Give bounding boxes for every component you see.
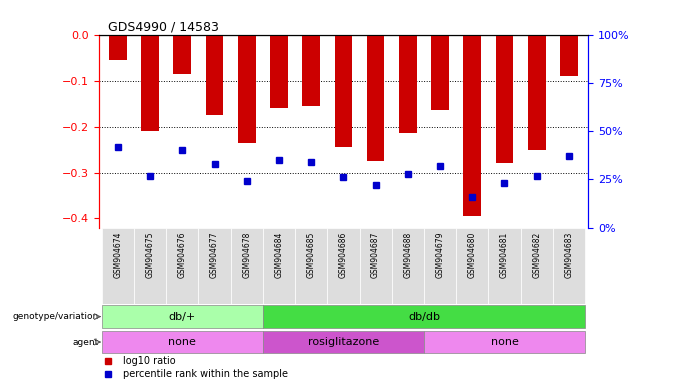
Text: GSM904683: GSM904683 bbox=[564, 232, 573, 278]
Text: GSM904688: GSM904688 bbox=[403, 232, 412, 278]
Text: GSM904681: GSM904681 bbox=[500, 232, 509, 278]
Bar bbox=[238, 35, 256, 142]
FancyBboxPatch shape bbox=[521, 228, 553, 304]
Text: db/+: db/+ bbox=[169, 312, 196, 322]
FancyBboxPatch shape bbox=[102, 331, 263, 354]
Text: GSM904684: GSM904684 bbox=[275, 232, 284, 278]
FancyBboxPatch shape bbox=[488, 228, 521, 304]
FancyBboxPatch shape bbox=[166, 228, 199, 304]
FancyBboxPatch shape bbox=[360, 228, 392, 304]
Bar bbox=[367, 35, 384, 161]
Bar bbox=[173, 35, 191, 74]
Text: agent: agent bbox=[73, 338, 99, 346]
Text: GSM904677: GSM904677 bbox=[210, 232, 219, 278]
Text: GDS4990 / 14583: GDS4990 / 14583 bbox=[108, 20, 219, 33]
Text: rosiglitazone: rosiglitazone bbox=[308, 337, 379, 347]
Text: GSM904674: GSM904674 bbox=[114, 232, 122, 278]
FancyBboxPatch shape bbox=[102, 228, 134, 304]
Bar bbox=[528, 35, 545, 149]
FancyBboxPatch shape bbox=[295, 228, 327, 304]
Text: GSM904678: GSM904678 bbox=[242, 232, 252, 278]
Bar bbox=[463, 35, 481, 216]
Text: genotype/variation: genotype/variation bbox=[13, 312, 99, 321]
Text: GSM904676: GSM904676 bbox=[178, 232, 187, 278]
Text: GSM904675: GSM904675 bbox=[146, 232, 154, 278]
FancyBboxPatch shape bbox=[327, 228, 360, 304]
FancyBboxPatch shape bbox=[199, 228, 231, 304]
FancyBboxPatch shape bbox=[102, 305, 263, 328]
Bar bbox=[205, 35, 224, 115]
Bar bbox=[431, 35, 449, 111]
FancyBboxPatch shape bbox=[553, 228, 585, 304]
Text: none: none bbox=[169, 337, 197, 347]
Text: db/db: db/db bbox=[408, 312, 440, 322]
Bar bbox=[270, 35, 288, 108]
FancyBboxPatch shape bbox=[263, 305, 585, 328]
Bar bbox=[399, 35, 417, 133]
Text: GSM904686: GSM904686 bbox=[339, 232, 348, 278]
Bar bbox=[560, 35, 578, 76]
FancyBboxPatch shape bbox=[263, 228, 295, 304]
Bar bbox=[335, 35, 352, 147]
Text: GSM904682: GSM904682 bbox=[532, 232, 541, 278]
FancyBboxPatch shape bbox=[134, 228, 166, 304]
Bar bbox=[303, 35, 320, 106]
Bar bbox=[109, 35, 126, 60]
Text: GSM904679: GSM904679 bbox=[435, 232, 445, 278]
Text: GSM904687: GSM904687 bbox=[371, 232, 380, 278]
FancyBboxPatch shape bbox=[231, 228, 263, 304]
Text: GSM904685: GSM904685 bbox=[307, 232, 316, 278]
Text: none: none bbox=[490, 337, 518, 347]
Bar bbox=[496, 35, 513, 163]
FancyBboxPatch shape bbox=[424, 331, 585, 354]
FancyBboxPatch shape bbox=[456, 228, 488, 304]
Text: log10 ratio: log10 ratio bbox=[123, 356, 175, 366]
FancyBboxPatch shape bbox=[424, 228, 456, 304]
Bar bbox=[141, 35, 159, 131]
Text: GSM904680: GSM904680 bbox=[468, 232, 477, 278]
FancyBboxPatch shape bbox=[392, 228, 424, 304]
Text: percentile rank within the sample: percentile rank within the sample bbox=[123, 369, 288, 379]
FancyBboxPatch shape bbox=[263, 331, 424, 354]
